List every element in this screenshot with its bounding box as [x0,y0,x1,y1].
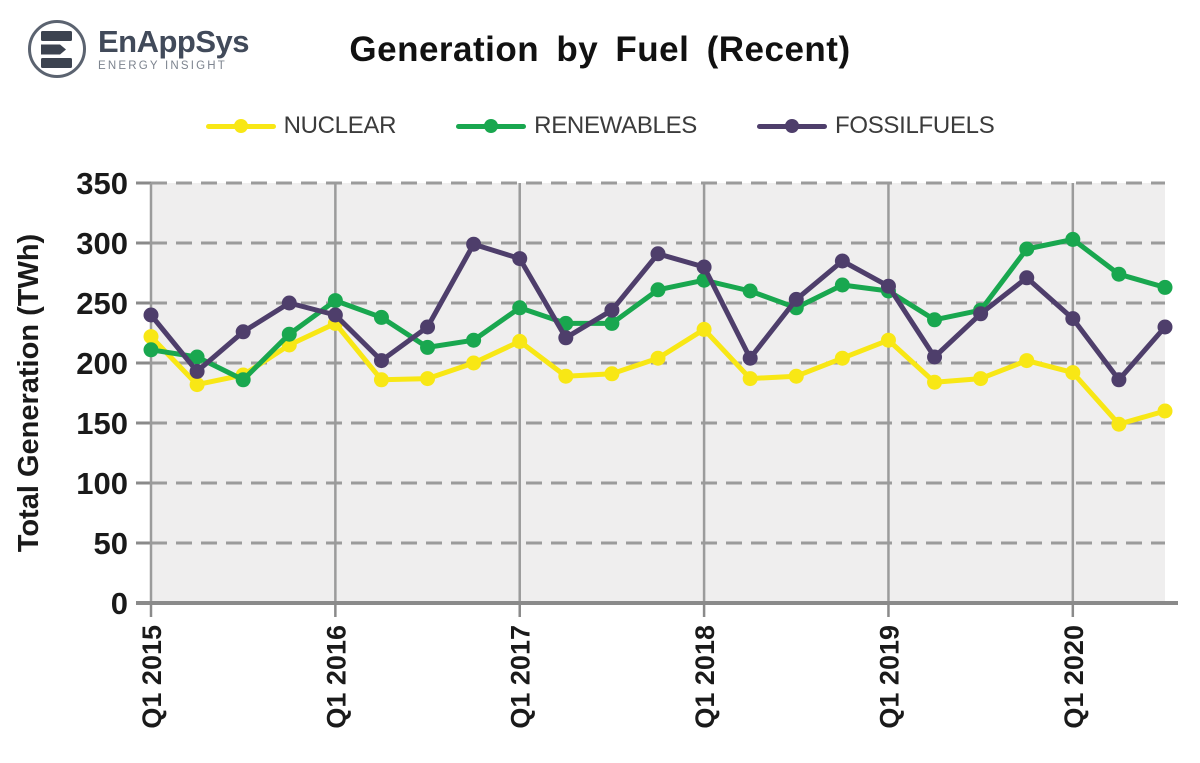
logo-name: EnAppSys [98,23,250,59]
x-tick-label: Q1 2017 [506,625,536,729]
y-tick-label: 100 [76,466,128,501]
data-point-fossilfuels-q1-2019 [880,278,896,294]
enappsys-logo-icon [28,20,86,78]
data-point-nuclear-q4-2016 [466,355,482,371]
y-tick-label: 250 [76,286,128,321]
y-tick-label: 150 [76,406,128,441]
data-point-fossilfuels-q3-2016 [420,319,436,335]
data-point-nuclear-q3-2018 [788,368,804,384]
y-axis-title: Total Generation (TWh) [13,234,45,552]
data-point-nuclear-q2-2016 [373,372,389,388]
data-point-nuclear-q2-2019 [927,374,943,390]
legend-line-marker-icon [205,119,276,133]
data-point-nuclear-q1-2015 [143,329,159,345]
data-point-renewables-q3-2017 [604,315,620,331]
y-tick-label: 300 [76,226,128,261]
data-point-nuclear-q4-2017 [650,350,666,366]
legend-label: RENEWABLES [534,112,697,139]
legend-label: NUCLEAR [283,112,397,139]
data-point-renewables-q1-2020 [1065,231,1081,247]
data-point-nuclear-q2-2015 [189,377,205,393]
data-point-fossilfuels-q4-2017 [650,246,666,262]
data-point-renewables-q1-2015 [143,342,159,358]
data-point-renewables-q4-2015 [281,326,297,342]
data-point-fossilfuels-q2-2020 [1111,372,1127,388]
data-point-fossilfuels-q2-2015 [189,363,205,379]
x-tick-label: Q1 2015 [137,625,167,729]
data-point-fossilfuels-q3-2017 [604,302,620,318]
legend-label: FOSSILFUELS [835,112,995,139]
data-point-renewables-q2-2020 [1111,266,1127,282]
legend-line-marker-icon [456,119,527,133]
data-point-renewables-q4-2018 [834,277,850,293]
data-point-fossilfuels-q2-2018 [742,350,758,366]
data-point-fossilfuels-q1-2018 [696,259,712,275]
legend-line-marker-icon [757,119,827,133]
x-tick-label: Q1 2019 [874,625,904,729]
legend-item-nuclear: NUCLEAR [205,112,397,140]
chart-title: Generation by Fuel (Recent) [349,30,851,69]
y-tick-label: 0 [111,586,128,621]
data-point-fossilfuels-q4-2018 [834,253,850,269]
data-point-renewables-q2-2019 [927,312,943,328]
data-point-fossilfuels-q2-2016 [373,353,389,369]
data-point-nuclear-q4-2018 [834,350,850,366]
x-tick-label: Q1 2020 [1059,625,1089,729]
logo-tagline: ENERGY INSIGHT [98,59,227,72]
data-point-nuclear-q1-2020 [1065,365,1081,381]
data-point-nuclear-q1-2018 [696,321,712,337]
data-point-renewables-q4-2019 [1019,241,1035,257]
data-point-fossilfuels-q4-2015 [281,295,297,311]
data-point-fossilfuels-q2-2017 [558,330,574,346]
legend-item-fossilfuels: FOSSILFUELS [757,112,995,140]
plot-background [151,183,1165,603]
x-tick-label: Q1 2016 [321,625,351,729]
data-point-nuclear-q1-2019 [880,332,896,348]
data-point-renewables-q3-2015 [235,372,251,388]
logo: EnAppSys ENERGY INSIGHT [26,18,250,80]
data-point-fossilfuels-q3-2020 [1157,319,1173,335]
y-tick-label: 200 [76,346,128,381]
data-point-nuclear-q3-2020 [1157,403,1173,419]
data-point-renewables-q2-2018 [742,283,758,299]
data-point-renewables-q4-2016 [466,332,482,348]
data-point-nuclear-q2-2018 [742,371,758,387]
data-point-nuclear-q4-2019 [1019,353,1035,369]
data-point-nuclear-q1-2017 [512,333,528,349]
data-point-fossilfuels-q2-2019 [927,349,943,365]
legend-item-renewables: RENEWABLES [456,112,697,140]
data-point-renewables-q3-2016 [420,339,436,355]
y-tick-label: 50 [94,526,128,561]
data-point-nuclear-q2-2020 [1111,416,1127,432]
data-point-fossilfuels-q1-2017 [512,251,528,267]
x-tick-label: Q1 2018 [690,625,720,729]
data-point-renewables-q1-2016 [327,293,343,309]
data-point-renewables-q1-2017 [512,300,528,316]
data-point-nuclear-q2-2017 [558,368,574,384]
data-point-nuclear-q3-2019 [973,371,989,387]
data-point-fossilfuels-q4-2019 [1019,270,1035,286]
data-point-fossilfuels-q3-2018 [788,291,804,307]
data-point-fossilfuels-q1-2016 [327,307,343,323]
data-point-fossilfuels-q3-2015 [235,324,251,340]
chart-legend: NUCLEAR RENEWABLES FOSSILFUELS [0,112,1200,140]
data-point-renewables-q3-2020 [1157,279,1173,295]
y-tick-label: 350 [76,166,128,201]
data-point-renewables-q2-2016 [373,309,389,325]
data-point-nuclear-q3-2017 [604,366,620,382]
data-point-fossilfuels-q1-2020 [1065,311,1081,327]
data-point-fossilfuels-q4-2016 [466,236,482,252]
data-point-fossilfuels-q3-2019 [973,306,989,322]
data-point-renewables-q4-2017 [650,282,666,298]
data-point-nuclear-q3-2016 [420,371,436,387]
data-point-fossilfuels-q1-2015 [143,307,159,323]
data-point-renewables-q2-2015 [189,349,205,365]
